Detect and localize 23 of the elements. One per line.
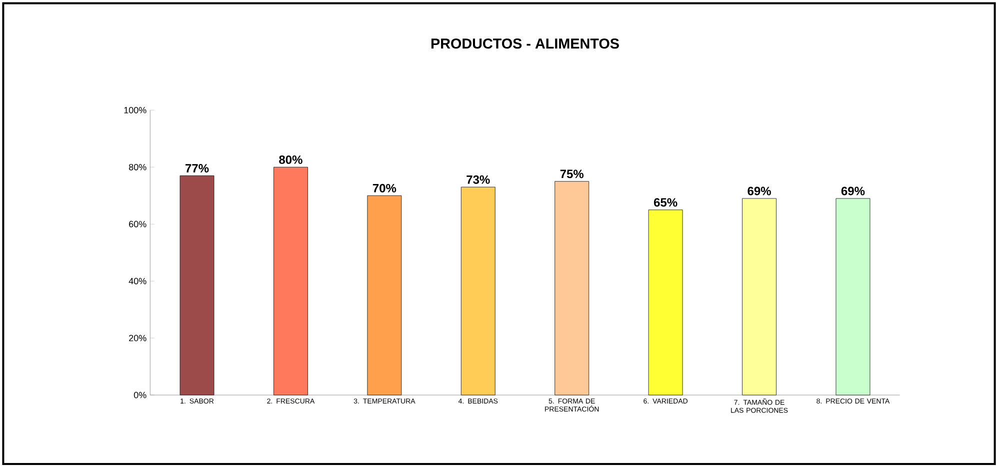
y-tick-label: 80% (129, 164, 146, 170)
data-label: 77% (186, 164, 209, 172)
data-label: 70% (372, 184, 396, 192)
data-label: 75% (560, 170, 584, 178)
bar (274, 166, 308, 396)
y-tick-label: 40% (128, 278, 146, 284)
data-label: 69% (841, 186, 865, 196)
y-tick-label: 0% (134, 392, 146, 398)
data-label: 65% (654, 198, 678, 207)
data-label: 73% (466, 175, 490, 184)
bar (648, 210, 683, 396)
bar (460, 186, 496, 396)
data-label: 69% (748, 186, 771, 196)
bar (367, 195, 402, 396)
bar (836, 198, 870, 396)
data-label: 80% (279, 155, 302, 164)
y-tick-label: 20% (129, 334, 146, 342)
bar (180, 175, 214, 396)
chart-title: PRODUCTOS - ALIMENTOS (431, 38, 619, 49)
y-tick-label: 100% (124, 106, 146, 114)
bar (554, 181, 590, 396)
bar (742, 198, 776, 396)
y-tick-label: 60% (129, 220, 146, 228)
